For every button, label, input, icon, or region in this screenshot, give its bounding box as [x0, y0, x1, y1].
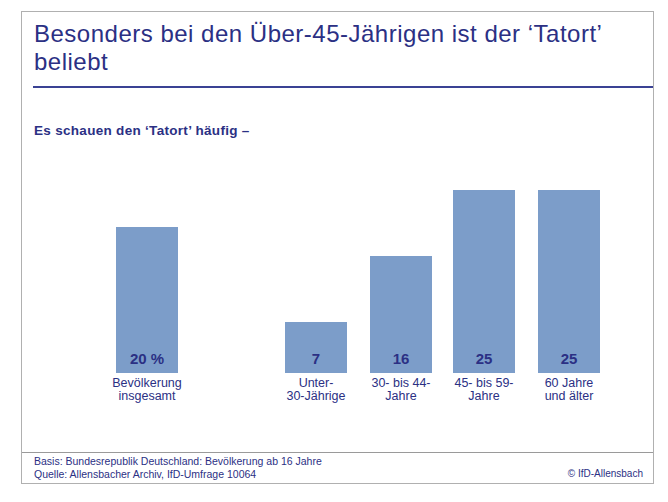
bar: 25: [453, 190, 515, 373]
bar-value-label: 25: [453, 350, 515, 367]
bar-value-label: 7: [285, 350, 347, 367]
bar: 7: [285, 322, 347, 373]
bar-category-label: Bevölkerung insgesamt: [82, 377, 212, 403]
bar-value-label: 25: [538, 350, 600, 367]
bar: 16: [370, 256, 432, 373]
bar-value-label: 16: [370, 350, 432, 367]
footer-basis: Basis: Bundesrepublik Deutschland: Bevöl…: [34, 455, 322, 467]
footer-separator: [22, 452, 653, 453]
chart-card: Besonders bei den Über-45-Jährigen ist d…: [21, 11, 654, 484]
bar-value-label: 20 %: [116, 350, 178, 367]
bar: 25: [538, 190, 600, 373]
bar: 20 %: [116, 227, 178, 373]
bar-category-label: 60 Jahre und älter: [504, 377, 634, 403]
footer-quelle: Quelle: Allensbacher Archiv, IfD-Umfrage…: [34, 468, 256, 480]
footer-copyright: © IfD-Allensbach: [568, 468, 643, 479]
bar-chart: 20 %Bevölkerung insgesamt7Unter- 30-Jähr…: [22, 12, 653, 483]
